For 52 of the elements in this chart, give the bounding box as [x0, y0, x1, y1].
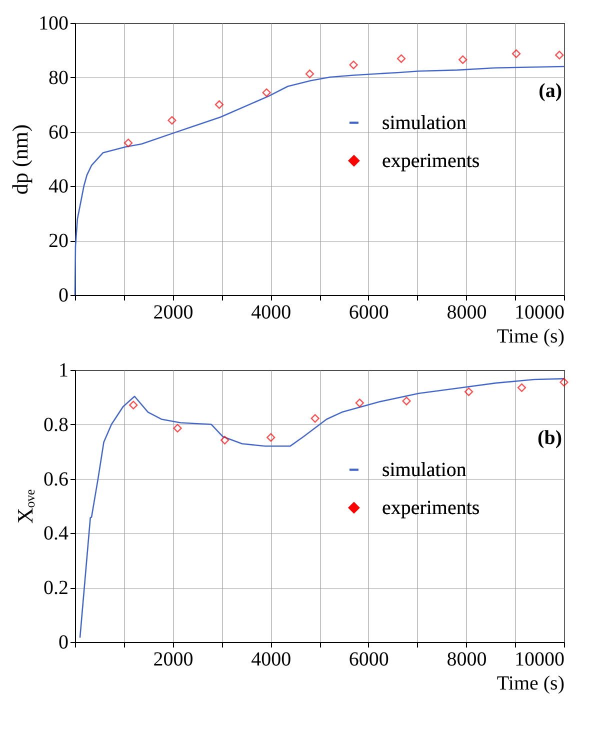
point — [464, 387, 474, 396]
point — [262, 88, 271, 97]
point — [349, 60, 358, 70]
x-tick-label: 10000 — [514, 302, 564, 324]
y-tick-label: 80 — [48, 66, 68, 89]
point — [124, 138, 133, 148]
x-axis-title: Time (s) — [496, 326, 564, 348]
legend-label: simulation — [382, 112, 466, 134]
point — [129, 400, 138, 410]
point — [512, 49, 521, 58]
y-tick-label: 0.2 — [44, 577, 68, 600]
point — [168, 116, 176, 125]
point — [305, 70, 314, 78]
y-tick-label: 40 — [48, 176, 68, 198]
point — [396, 54, 406, 63]
x-tick-label: 4000 — [251, 648, 292, 670]
y-tick-label: 100 — [38, 12, 68, 34]
x-tick-label: 6000 — [348, 302, 389, 324]
legend-label: experiments — [382, 496, 480, 519]
point — [555, 50, 564, 60]
point — [173, 424, 182, 433]
x-axis-title: Time (s) — [496, 672, 564, 694]
point — [266, 433, 276, 442]
y-tick-label: 0 — [58, 284, 68, 306]
y-tick-label: 60 — [48, 121, 68, 144]
x-tick-label: 10000 — [514, 648, 564, 670]
y-axis-title: Xₒᵥₑ — [12, 488, 38, 524]
y-tick-label: 20 — [48, 230, 68, 252]
point — [220, 436, 230, 444]
y-tick-label: 0.4 — [44, 522, 68, 545]
y-tick-label: 1 — [58, 360, 68, 382]
point — [458, 55, 468, 64]
point — [310, 414, 320, 423]
annotation: (a) — [538, 80, 562, 102]
annotation: (b) — [538, 427, 562, 449]
x-tick-label: 8000 — [446, 302, 487, 324]
point — [214, 100, 224, 109]
x-tick-label: 6000 — [348, 648, 389, 670]
y-tick-label: 0 — [58, 632, 68, 654]
legend-label: simulation — [382, 458, 466, 481]
y-tick-label: 0.8 — [44, 414, 68, 436]
x-tick-label: 4000 — [251, 302, 292, 324]
y-tick-label: 0.6 — [44, 468, 68, 490]
x-tick-label: 2000 — [153, 648, 194, 670]
point — [402, 396, 411, 406]
point — [560, 378, 568, 387]
x-tick-label: 2000 — [153, 302, 194, 324]
x-tick-label: 8000 — [446, 648, 487, 670]
y-axis-title: dp (nm) — [8, 124, 32, 195]
point — [517, 383, 526, 392]
legend-label: experiments — [382, 150, 480, 172]
point — [355, 398, 364, 408]
